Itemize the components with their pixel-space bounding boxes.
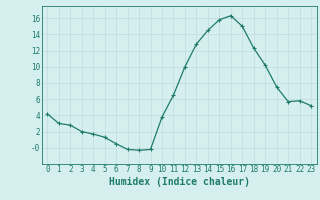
X-axis label: Humidex (Indice chaleur): Humidex (Indice chaleur) bbox=[109, 177, 250, 187]
